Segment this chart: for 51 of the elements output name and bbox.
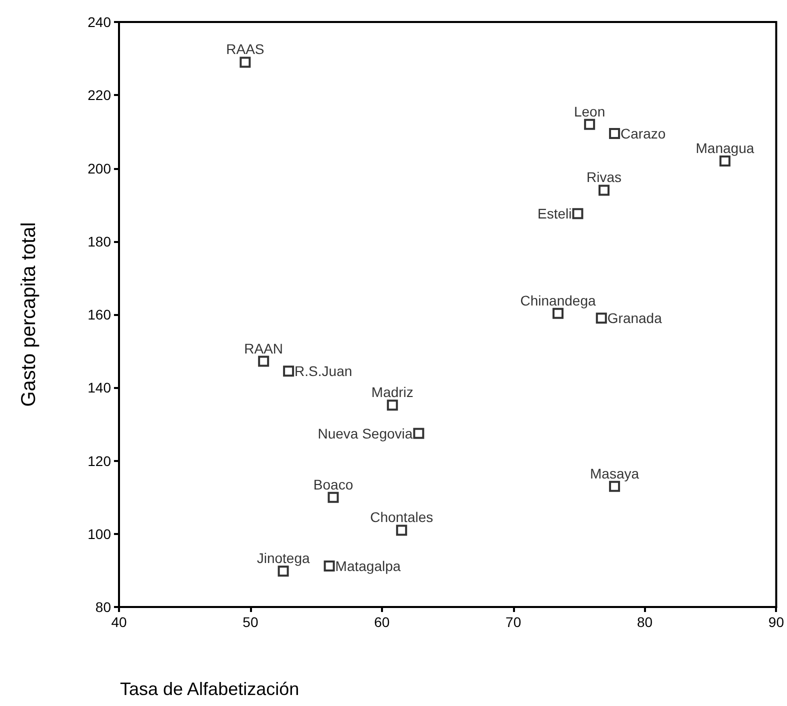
- annotation: Jinotega: [256, 550, 310, 566]
- y-axis-title: Gasto percapita total: [18, 222, 40, 407]
- y-tick-label: 200: [88, 160, 112, 176]
- x-tick-label: 60: [374, 614, 390, 630]
- point: [596, 312, 607, 324]
- x-tick-label: 80: [636, 614, 653, 630]
- annotation: Chontales: [370, 509, 434, 526]
- y-tick-label: 240: [88, 14, 112, 30]
- y-tick-label: 100: [88, 526, 112, 542]
- x-tick-label: 70: [506, 614, 522, 630]
- x-axis-title: Tasa de Alfabetización: [120, 679, 300, 699]
- annotation: Matagalpa: [335, 558, 401, 574]
- point: [328, 492, 339, 503]
- y-tick-label: 120: [88, 452, 112, 469]
- annotation: Managua: [696, 140, 754, 156]
- point: [283, 366, 294, 377]
- x-tick-label: 90: [768, 614, 784, 630]
- point: [609, 480, 620, 492]
- x-tick-label: 50: [242, 614, 258, 630]
- x-tick-label: 40: [111, 614, 127, 630]
- y-tick-label: 160: [88, 306, 112, 322]
- annotation: Leon: [574, 103, 606, 120]
- point: [609, 128, 620, 140]
- point: [413, 428, 424, 439]
- y-tick-label: 220: [88, 87, 112, 104]
- point: [278, 566, 289, 577]
- annotation: Chinandega: [520, 292, 596, 308]
- annotation: Carazo: [620, 126, 666, 142]
- point: [719, 155, 730, 166]
- annotation: RAAS: [226, 41, 264, 58]
- point: [598, 184, 610, 196]
- annotation: Masaya: [590, 465, 640, 482]
- point: [240, 56, 251, 68]
- annotation: Esteli: [538, 206, 572, 222]
- annotation: Boaco: [313, 476, 354, 492]
- point: [584, 118, 596, 130]
- annotation: Madriz: [371, 384, 414, 400]
- annotation: RAAN: [244, 340, 284, 356]
- point: [324, 560, 335, 572]
- point: [552, 308, 564, 319]
- y-tick-label: 80: [95, 599, 112, 615]
- point: [396, 524, 408, 536]
- annotation: R.S.Juan: [294, 363, 352, 380]
- annotation: Rivas: [586, 169, 622, 186]
- y-tick-label: 180: [88, 233, 112, 250]
- point: [258, 356, 270, 367]
- y-tick-label: 140: [88, 380, 112, 396]
- annotation: Granada: [607, 310, 662, 326]
- point: [572, 208, 584, 220]
- point: [386, 400, 398, 411]
- annotation: Nueva Segovia: [318, 425, 413, 442]
